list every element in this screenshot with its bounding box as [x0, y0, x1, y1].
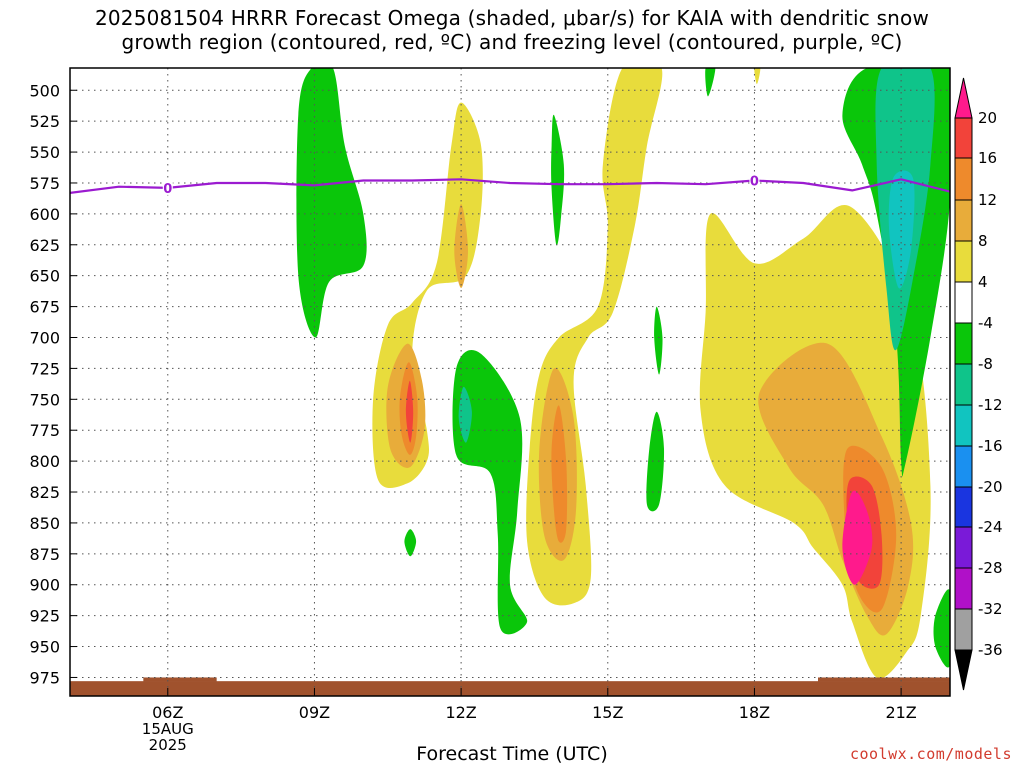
colorbar-bin [954, 322, 973, 365]
colorbar-bin [954, 363, 973, 406]
y-tick-label: 725 [29, 359, 60, 378]
omega-region-24 [888, 170, 915, 289]
y-tick-label: 525 [29, 112, 60, 131]
freezing-label-bg [749, 173, 760, 188]
colorbar-label: -36 [978, 641, 1003, 659]
colorbar-label: -8 [978, 355, 993, 373]
colorbar-label: 12 [978, 191, 997, 209]
colorbar-bin [954, 240, 973, 283]
y-tick-label: 575 [29, 174, 60, 193]
omega-region-8 [458, 386, 472, 443]
colorbar-label: -28 [978, 559, 1003, 577]
colorbar-label: 20 [978, 109, 997, 127]
colorbar-label: -24 [978, 518, 1003, 536]
colorbar-bin [954, 486, 973, 528]
x-tick-label: 18Z [739, 703, 770, 722]
colorbar-bin [954, 567, 973, 610]
omega-region-0 [296, 68, 367, 338]
y-tick-label: 675 [29, 298, 60, 317]
x-axis-label: Forecast Time (UTC) [416, 743, 608, 765]
y-tick-label: 750 [29, 390, 60, 409]
y-axis: 500 525 550 575 600 625 650 675 700 725 750 775 800 8… [29, 81, 77, 687]
colorbar-bin [954, 117, 973, 159]
omega-region-21 [842, 490, 873, 585]
colorbar-bin [954, 281, 973, 324]
chart-title-line-2: growth region (contoured, red, ºC) and f… [121, 30, 903, 54]
omega-region-2 [454, 204, 468, 288]
colorbar-label: 16 [978, 149, 997, 167]
y-tick-label: 625 [29, 236, 60, 255]
y-tick-label: 550 [29, 143, 60, 162]
ground-bump-1 [143, 677, 217, 682]
plot-frame [69, 67, 951, 697]
chart-title: 2025081504 HRRR Forecast Omega (shaded, … [0, 6, 1024, 54]
freezing-level-label-0: 0 [163, 182, 172, 197]
omega-region-16 [754, 68, 761, 85]
omega-region-6 [404, 529, 417, 557]
omega-region-12 [551, 405, 568, 543]
y-tick-label: 650 [29, 267, 60, 286]
colorbar-bin [954, 608, 973, 651]
y-tick-label: 850 [29, 514, 60, 533]
colorbar-bottom-triangle [954, 649, 973, 691]
omega-region-13 [654, 306, 663, 375]
y-tick-label: 500 [29, 81, 60, 100]
colorbar-bin [954, 404, 973, 447]
x-tick-label: 21Z [885, 703, 916, 722]
y-tick-label: 875 [29, 545, 60, 564]
colorbar-label: 4 [978, 273, 988, 291]
x-date-label: 2025 [149, 736, 187, 754]
x-tick-label: 12Z [445, 703, 476, 722]
ground-bump-2 [818, 677, 950, 682]
y-tick-label: 825 [29, 483, 60, 502]
colorbar-label: -12 [978, 396, 1003, 414]
colorbar-bin [954, 157, 973, 201]
freezing-level-label-1: 0 [750, 174, 759, 189]
y-tick-label: 900 [29, 576, 60, 595]
colorbar-label: -16 [978, 437, 1003, 455]
grid-lines [70, 68, 950, 696]
y-tick-label: 700 [29, 328, 60, 347]
omega-region-15 [705, 68, 716, 97]
credit-text: coolwx.com/models [849, 745, 1012, 763]
x-tick-label: 15Z [592, 703, 623, 722]
x-date-label: 15AUG [142, 720, 194, 738]
omega-shading [296, 68, 950, 679]
y-tick-label: 800 [29, 452, 60, 471]
colorbar-bin [954, 199, 973, 242]
colorbar-top-triangle [954, 77, 973, 119]
colorbar-label: -32 [978, 600, 1003, 618]
omega-region-25 [933, 589, 950, 668]
ground-surface [70, 677, 950, 696]
omega-region-9 [551, 114, 565, 246]
x-tick-label: 06Z [152, 703, 183, 722]
ground-strip [70, 681, 950, 696]
y-tick-label: 600 [29, 205, 60, 224]
colorbar-bin [954, 445, 973, 488]
freezing-label-bg [162, 180, 173, 195]
colorbar-label: -20 [978, 478, 1003, 496]
omega-region-14 [646, 411, 665, 512]
colorbar-label: -4 [978, 314, 993, 332]
chart-title-line-1: 2025081504 HRRR Forecast Omega (shaded, … [94, 6, 930, 30]
x-tick-label: 09Z [299, 703, 330, 722]
colorbar: 20 16 12 8 4 -4 -8 -12 -16 -20 -24 -28 -32 -36 [954, 77, 1003, 691]
freezing-level-line [70, 178, 950, 194]
colorbar-bin [954, 526, 973, 569]
y-tick-label: 975 [29, 668, 60, 687]
y-tick-label: 950 [29, 638, 60, 657]
omega-region-5 [405, 380, 414, 443]
colorbar-label: 8 [978, 232, 988, 250]
y-tick-label: 775 [29, 421, 60, 440]
y-tick-label: 925 [29, 607, 60, 626]
